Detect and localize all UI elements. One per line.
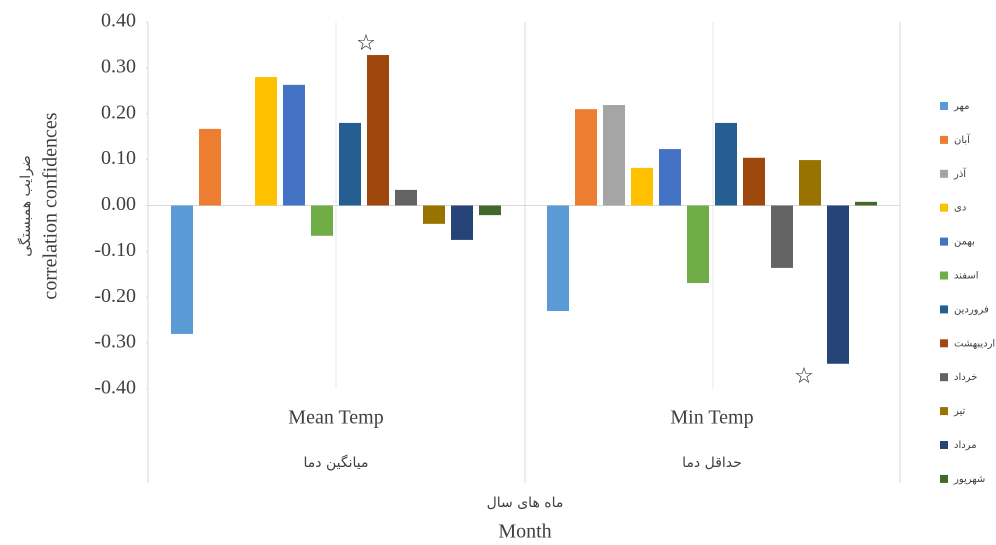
legend-label: اسفند [954,271,978,282]
legend-swatch [940,339,948,348]
bar [771,205,793,268]
legend-swatch [940,407,948,416]
y-axis-label: correlation confidences [40,112,62,299]
bar [367,55,389,206]
legend-label: اردیبهشت [954,338,995,349]
x-tick-label: حداقل دما [682,455,742,471]
legend-label: فروردین [954,304,989,315]
bar [255,77,277,206]
y-tick-label: -0.30 [94,331,136,353]
legend-swatch [940,271,948,280]
y-tick-label: 0.00 [101,193,136,215]
legend-swatch [940,169,948,178]
bar [715,122,737,206]
legend-swatch [940,203,948,212]
x-axis-label: Month [498,521,551,543]
bar [631,167,653,206]
bar [171,205,193,334]
bar [687,205,709,284]
bar [339,122,361,206]
bar [547,205,569,312]
legend-label: آذر [953,167,967,180]
y-tick-label: -0.40 [94,377,136,399]
legend-label: مهر [953,101,969,112]
bar [743,157,765,206]
legend-label: مرداد [954,440,977,451]
legend-swatch [940,102,948,110]
x-tick-label: میانگین دما [304,454,369,471]
y-tick-label: 0.40 [101,10,136,32]
legend-swatch [940,441,948,449]
legend-swatch [940,135,948,144]
y-axis-label: ضرایب همبستگی [17,155,34,256]
bar [603,105,625,206]
legend-label: دی [954,203,966,214]
bar [827,205,849,364]
legend-label: آبان [954,133,971,146]
bar [659,149,681,206]
bar [395,189,417,206]
annotation: ☆ [794,364,814,389]
legend-swatch [940,474,948,483]
bar [451,205,473,240]
bar [799,160,821,206]
y-tick-label: -0.20 [94,285,136,307]
bar [423,205,445,224]
legend-swatch [940,237,948,246]
bar [479,205,501,216]
legend-swatch [940,305,948,314]
legend-label: بهمن [954,237,975,248]
bar [283,84,305,206]
bar [199,128,221,206]
legend-label: خرداد [954,372,977,383]
legend-label: تیر [953,406,966,417]
bar [855,201,877,206]
y-tick-label: 0.10 [101,147,136,169]
y-tick-label: 0.30 [101,55,136,77]
bar [311,205,333,236]
x-axis-label: ماه های سال [487,495,564,511]
annotation: ☆ [356,31,376,56]
x-tick-label: Mean Temp [288,407,383,429]
y-tick-label: -0.10 [94,239,136,261]
legend-label: شهریور [953,474,985,485]
bar [575,109,597,206]
x-tick-label: Min Temp [670,407,753,429]
y-tick-label: 0.20 [101,101,136,123]
legend-swatch [940,373,948,382]
